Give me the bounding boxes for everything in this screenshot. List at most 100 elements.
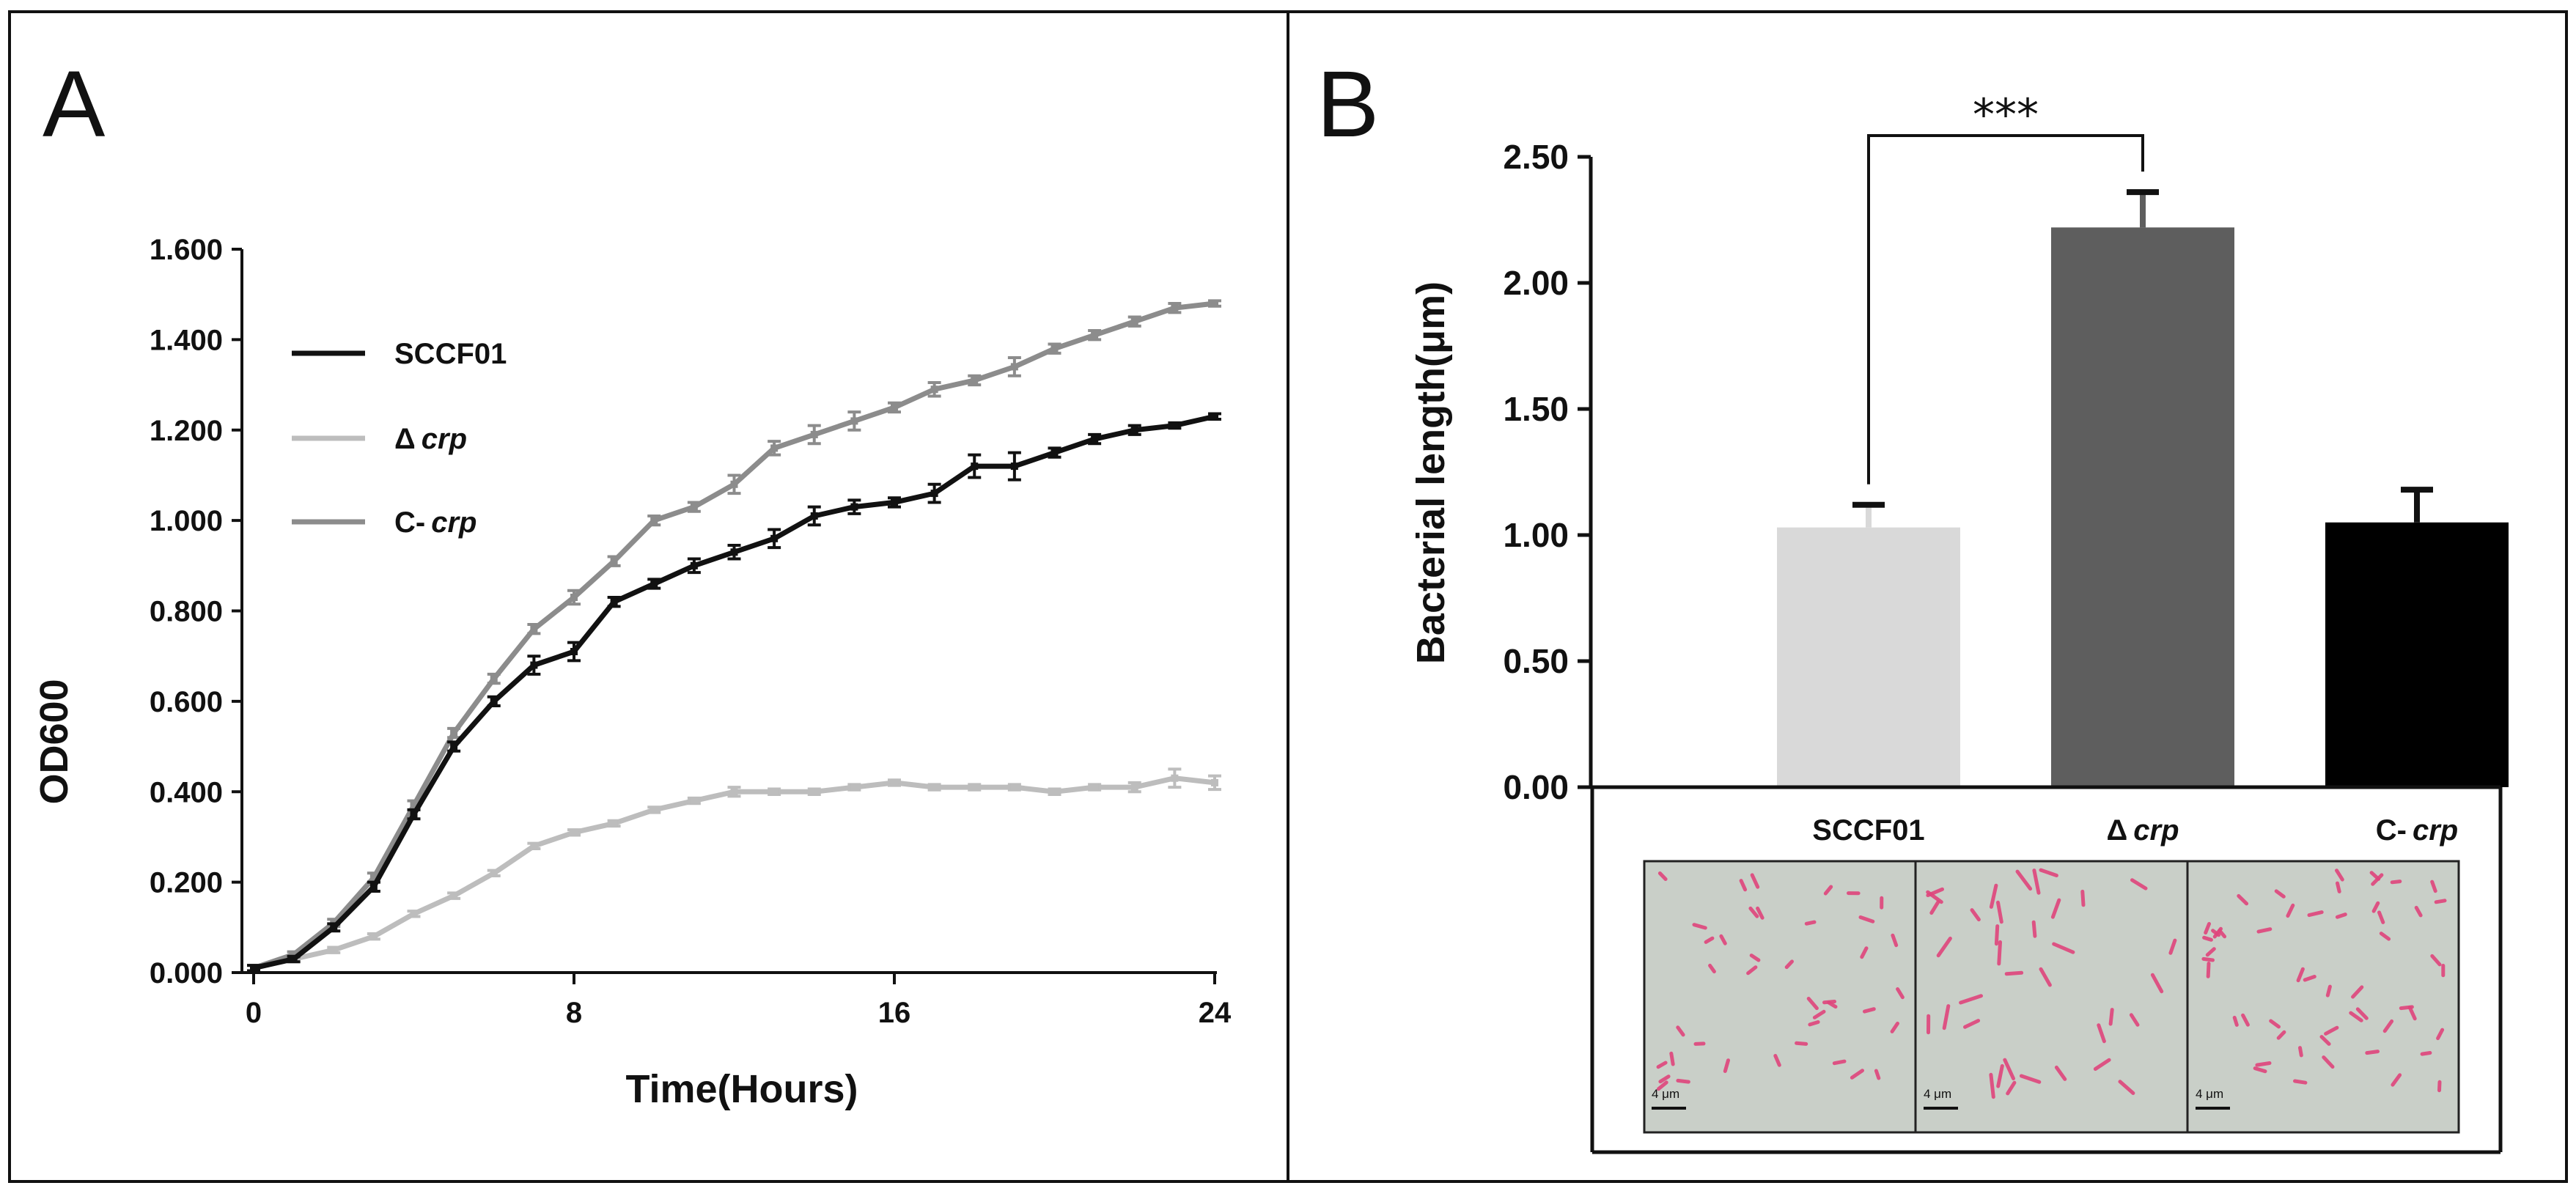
bacterium-cell xyxy=(2204,922,2211,935)
data-point-ccrp xyxy=(487,672,501,685)
data-point-sccf01 xyxy=(407,808,421,821)
bacterium-cell xyxy=(1806,997,1819,1011)
bacterium-cell xyxy=(1704,936,1715,944)
marker xyxy=(530,661,538,669)
y-axis-label-od600: OD600 xyxy=(32,679,76,804)
data-point-ccrp xyxy=(567,589,581,606)
bacterium-cell xyxy=(2371,873,2384,886)
scale-bar-label: 4 μm xyxy=(2196,1087,2223,1101)
bacterium-cell xyxy=(1739,879,1748,892)
y-tick-label: 0.200 xyxy=(150,867,223,899)
marker xyxy=(1130,317,1138,325)
bacterium-cell xyxy=(2274,889,2286,899)
marker xyxy=(690,797,698,805)
x-tick-label: 8 xyxy=(566,997,582,1029)
x-tick-label: 16 xyxy=(878,997,911,1029)
bacterium-cell xyxy=(2351,985,2364,999)
data-point-crp xyxy=(807,787,821,796)
bar-1 xyxy=(2051,227,2234,787)
data-point-sccf01 xyxy=(287,954,301,964)
data-point-sccf01 xyxy=(807,505,821,527)
bacterium-cell xyxy=(1891,933,1899,948)
data-point-ccrp xyxy=(768,440,781,457)
bacterium-cell xyxy=(2032,869,2041,895)
data-point-crp xyxy=(968,783,982,792)
panel-b-label: B xyxy=(1317,52,1379,157)
bacterium-cell xyxy=(2391,1073,2402,1087)
marker xyxy=(330,946,338,954)
bacterium-cell xyxy=(1773,1054,1781,1067)
marker xyxy=(610,598,618,606)
y-tick-label: 1.200 xyxy=(150,415,223,447)
data-point-ccrp xyxy=(607,555,621,567)
marker xyxy=(290,951,298,959)
bacterium-cell xyxy=(1926,887,1944,898)
data-point-crp xyxy=(567,828,581,837)
marker xyxy=(770,534,779,542)
bacterium-cell xyxy=(1850,1069,1864,1080)
data-point-sccf01 xyxy=(487,695,501,708)
bacterium-cell xyxy=(1959,994,1983,1005)
marker xyxy=(490,675,498,683)
bacterium-cell xyxy=(2118,1080,2135,1095)
scale-bar-ccrp: 4 μm xyxy=(2196,1087,2230,1110)
data-point-ccrp xyxy=(847,410,861,432)
bacterium-cell xyxy=(2371,901,2380,913)
bacterium-cell xyxy=(1669,1051,1675,1066)
marker xyxy=(1211,413,1218,421)
bacterium-cell xyxy=(1858,915,1875,923)
marker xyxy=(369,932,378,940)
bacterium-cell xyxy=(2430,954,2442,967)
bacterium-cell xyxy=(1795,1041,1808,1046)
bacterium-cell xyxy=(1863,1007,1876,1014)
data-point-ccrp xyxy=(1088,329,1102,342)
marker xyxy=(1050,344,1059,353)
data-point-sccf01 xyxy=(447,740,461,753)
data-point-ccrp xyxy=(447,726,461,740)
marker xyxy=(930,386,938,394)
bacterium-cell xyxy=(1936,936,1952,958)
data-point-sccf01 xyxy=(687,557,701,575)
bacterium-cell xyxy=(2039,868,2058,877)
marker xyxy=(1050,788,1059,796)
marker xyxy=(1010,783,1018,792)
y-tick-label: 1.600 xyxy=(150,234,223,266)
bacterium-cell xyxy=(1719,934,1727,945)
micrograph-ccrp xyxy=(2201,869,2447,1093)
y-tick-label: 1.400 xyxy=(150,324,223,356)
bacterium-cell xyxy=(2379,932,2391,941)
bacterium-cell xyxy=(2335,869,2344,882)
data-point-sccf01 xyxy=(1168,421,1182,430)
scale-bar-label: 4 μm xyxy=(1924,1087,1951,1101)
data-point-crp xyxy=(1007,783,1021,792)
bacterium-cell xyxy=(2019,1074,2042,1084)
bacterium-cell xyxy=(1658,1074,1671,1084)
marker xyxy=(891,403,898,411)
legend-label-ccrp: C-crp xyxy=(394,506,476,539)
y-axis-label-length: Bacterial length(μm) xyxy=(1409,281,1453,664)
marker xyxy=(410,811,418,819)
marker xyxy=(369,882,378,891)
data-point-sccf01 xyxy=(727,544,741,561)
marker xyxy=(410,801,418,809)
data-point-crp xyxy=(1088,783,1102,792)
bacterium-cell xyxy=(2324,1025,2339,1036)
data-point-crp xyxy=(327,945,341,954)
bacterium-cell xyxy=(1746,965,1758,976)
marker xyxy=(610,819,618,827)
bacterium-cell xyxy=(1996,1063,2004,1088)
bacterium-cell xyxy=(2335,912,2347,919)
marker xyxy=(971,462,979,471)
data-point-crp xyxy=(768,787,781,796)
marker xyxy=(1211,300,1218,308)
bacterium-cell xyxy=(2093,1058,2111,1071)
data-point-crp xyxy=(1127,781,1141,794)
data-point-crp xyxy=(647,805,661,814)
bacterium-cell xyxy=(1676,1078,1690,1084)
series-line-ccrp xyxy=(252,300,1215,971)
marker xyxy=(410,910,418,918)
data-point-crp xyxy=(367,932,380,941)
bacterium-cell xyxy=(2206,962,2211,978)
